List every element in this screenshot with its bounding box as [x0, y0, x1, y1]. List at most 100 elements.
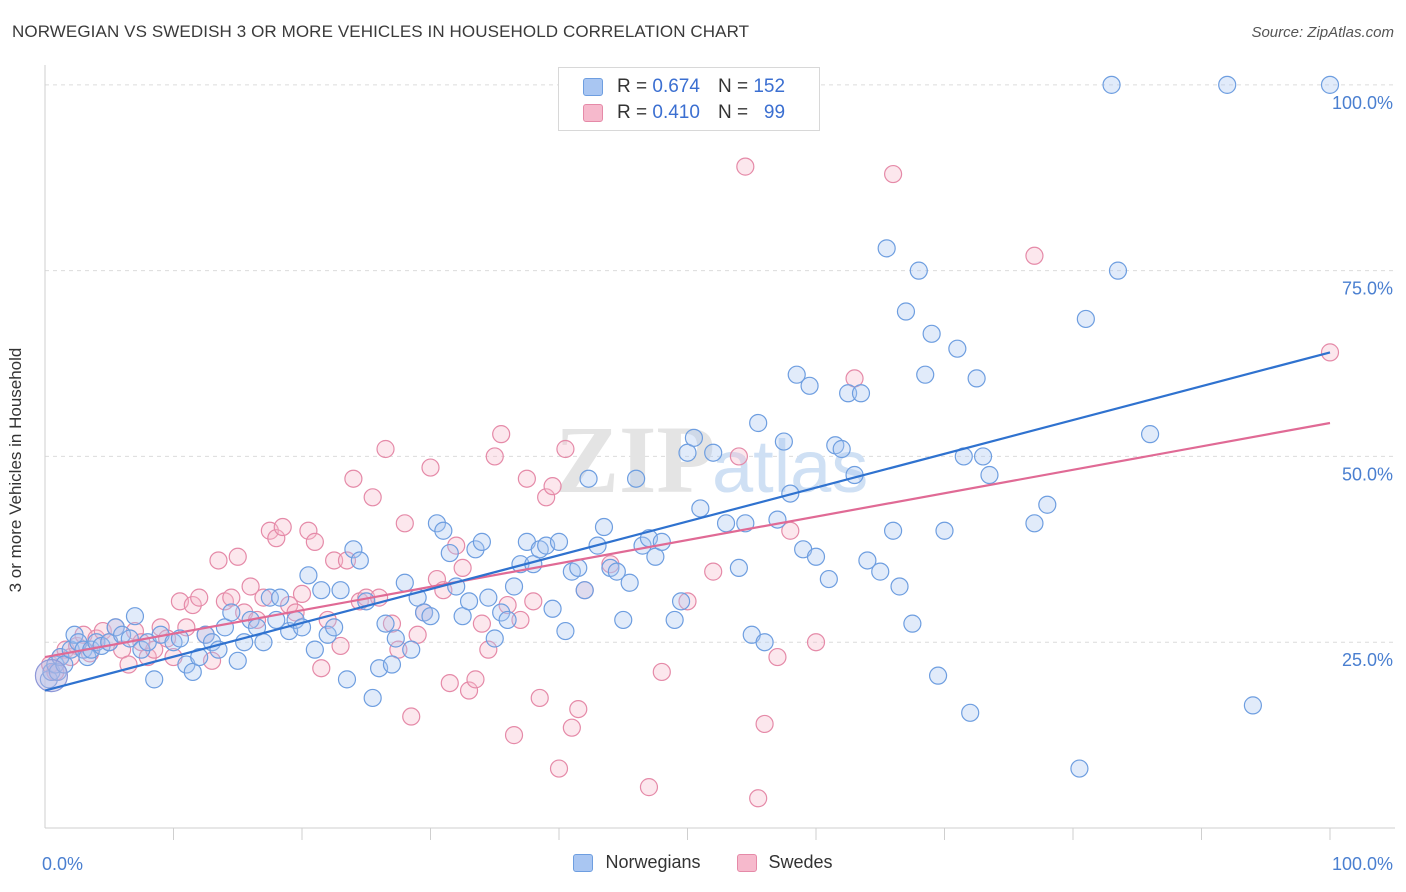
norwegian-point: [806, 547, 826, 566]
norwegian-point: [472, 532, 491, 551]
norwegian-point: [350, 551, 369, 570]
norwegian-point: [704, 443, 723, 462]
swede-point: [549, 759, 569, 778]
norwegian-point: [871, 562, 890, 581]
norwegian-point: [132, 640, 151, 659]
swede-point: [421, 458, 440, 477]
norwegian-point: [736, 514, 755, 533]
swede-point: [472, 614, 491, 633]
norwegian-point: [935, 521, 954, 540]
swede-point: [305, 532, 324, 551]
swede-point: [524, 592, 543, 611]
norwegian-point: [755, 633, 774, 652]
legend-item-swedes: Swedes: [736, 852, 833, 873]
swede-point: [511, 610, 530, 630]
swede-point: [678, 592, 697, 611]
norwegian-point: [543, 599, 562, 618]
swede-point: [755, 714, 774, 734]
norwegian-point: [1108, 261, 1128, 280]
swede-point: [883, 164, 903, 184]
norwegian-point: [851, 384, 871, 403]
watermark: ZIP atlas: [555, 406, 868, 513]
norwegian-point: [652, 532, 671, 551]
norwegian-point: [344, 540, 363, 559]
swede-point: [768, 647, 787, 667]
norwegian-point: [1243, 696, 1263, 715]
norwegian-point: [909, 261, 928, 280]
swede-point: [382, 614, 402, 633]
legend-r-label: R =: [617, 76, 648, 97]
gridlines: [45, 84, 1395, 643]
swede-point: [543, 477, 562, 496]
x-tick-label: 100.0%: [1332, 854, 1393, 874]
norwegian-point: [434, 521, 453, 540]
legend-r-value-norwegians: 0.674: [652, 76, 700, 97]
legend-r-value-swedes: 0.410: [652, 102, 700, 123]
swede-point: [402, 707, 421, 726]
norwegian-point: [254, 633, 273, 652]
swede-point: [292, 584, 312, 604]
norwegian-point: [196, 625, 215, 644]
norwegian-point: [145, 670, 164, 689]
norwegian-point: [1102, 75, 1121, 94]
legend-swatch-swedes: [583, 104, 603, 122]
norwegian-point: [556, 621, 575, 641]
norwegian-point: [903, 614, 922, 633]
norwegian-point: [691, 499, 710, 518]
watermark-zip: ZIP: [555, 406, 715, 513]
norwegian-point: [961, 703, 980, 722]
norwegian-point: [106, 618, 125, 637]
swede-point: [704, 562, 723, 581]
norwegian-point: [1076, 309, 1095, 329]
norwegian-point: [626, 469, 646, 488]
norwegian-point: [819, 569, 838, 589]
x-tick-label: 0.0%: [42, 854, 83, 874]
swede-point: [466, 670, 485, 689]
swede-point: [492, 425, 511, 444]
source-label: Source: ZipAtlas.com: [1251, 24, 1394, 41]
swede-point: [736, 157, 755, 176]
swede-point: [639, 778, 659, 797]
norwegian-point: [337, 670, 357, 689]
norwegian-point: [1320, 75, 1340, 94]
norwegian-point: [485, 629, 504, 648]
norwegian-point: [1070, 759, 1089, 778]
norwegians-trend-line: [44, 351, 1331, 692]
swede-point: [485, 447, 504, 466]
norwegian-point: [749, 413, 768, 433]
norwegian-point: [34, 659, 69, 693]
swedes-trend-line: [44, 421, 1331, 659]
norwegian-point: [479, 588, 498, 607]
norwegian-point: [1218, 75, 1237, 94]
norwegian-point: [440, 543, 459, 563]
swede-point: [228, 547, 247, 566]
norwegian-point: [594, 517, 614, 537]
norwegian-point: [620, 573, 639, 592]
chart-title: NORWEGIAN VS SWEDISH 3 OR MORE VEHICLES …: [12, 22, 750, 41]
swede-point: [363, 488, 382, 507]
legend-n-label: N =: [717, 102, 749, 123]
norwegian-point: [331, 581, 350, 600]
norwegian-point: [459, 592, 479, 611]
swede-point: [530, 688, 549, 708]
norwegian-point: [890, 577, 909, 596]
norwegian-point: [575, 581, 594, 600]
swede-point: [337, 551, 357, 570]
y-tick-label: 100.0%: [1332, 93, 1393, 113]
norwegian-point: [916, 365, 935, 384]
swede-point: [569, 699, 588, 719]
norwegian-point: [896, 302, 916, 321]
norwegian-point: [492, 603, 511, 622]
norwegian-point: [125, 607, 145, 626]
trend-lines: [44, 351, 1331, 692]
norwegian-point: [1038, 495, 1057, 514]
legend-row-norwegians: R = 0.674 N = 152: [583, 74, 785, 100]
norwegian-point: [228, 651, 247, 670]
series-legend: Norwegians Swedes: [0, 852, 1406, 873]
norwegian-point: [222, 603, 241, 622]
swede-point: [325, 551, 344, 570]
norwegian-point: [466, 540, 485, 559]
norwegian-point: [386, 629, 405, 648]
norwegian-point: [877, 239, 896, 258]
